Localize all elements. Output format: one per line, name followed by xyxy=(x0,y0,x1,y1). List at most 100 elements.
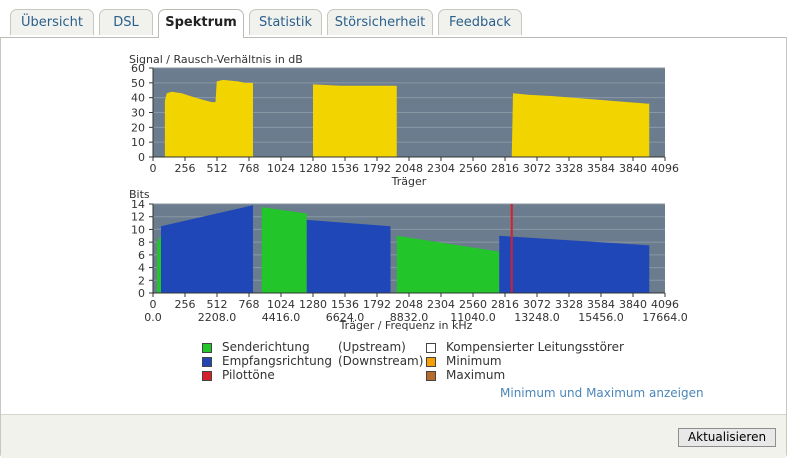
y-tick-label: 0 xyxy=(138,151,145,164)
x-tick-label: 1024 xyxy=(267,298,295,311)
snr-x-label: Träger xyxy=(391,175,427,188)
y-tick-label: 2 xyxy=(138,274,145,287)
tab-bar: Übersicht DSL Spektrum Statistik Störsic… xyxy=(0,0,788,38)
tab-feedback[interactable]: Feedback xyxy=(438,9,522,35)
x-tick-label: 3840 xyxy=(619,298,647,311)
y-tick-label: 30 xyxy=(131,107,145,120)
minimum-swatch xyxy=(426,357,436,367)
x-tick-label: 256 xyxy=(175,162,196,175)
snr-area xyxy=(164,79,650,157)
tab-statistik[interactable]: Statistik xyxy=(249,9,322,35)
x-tick-label: 1792 xyxy=(363,298,391,311)
compensated-swatch xyxy=(426,343,436,353)
y-tick-label: 20 xyxy=(131,121,145,134)
y-tick-label: 8 xyxy=(138,236,145,249)
bits-x-label: Träger / Frequenz in kHz xyxy=(339,319,473,332)
x-tick-label: 2048 xyxy=(395,162,423,175)
footer-bar xyxy=(1,414,786,458)
snr-chart-title: Signal / Rausch-Verhältnis in dB xyxy=(129,53,303,66)
bits-area xyxy=(157,204,650,293)
freq-tick-label: 17664.0 xyxy=(642,311,688,324)
y-tick-label: 60 xyxy=(131,62,145,75)
legend-upstream-label: Senderichtung xyxy=(222,340,310,354)
x-tick-label: 2560 xyxy=(459,162,487,175)
bits-frequency-axis: 0.0 2208.0 4416.0 6624.0 8832.0 11040.0 13248.… xyxy=(144,311,688,324)
tab-stoersicherheit[interactable]: Störsicherheit xyxy=(327,9,433,35)
x-tick-label: 3072 xyxy=(523,162,551,175)
show-min-max-link[interactable]: Minimum und Maximum anzeigen xyxy=(500,386,704,400)
freq-tick-label: 11040.0 xyxy=(450,311,496,324)
x-tick-label: 2304 xyxy=(427,298,455,311)
x-tick-label: 256 xyxy=(175,298,196,311)
maximum-swatch xyxy=(426,371,436,381)
y-tick-label: 12 xyxy=(131,211,145,224)
upstream-bits-segment xyxy=(261,207,307,293)
x-tick-label: 768 xyxy=(239,162,260,175)
spectrum-charts: Signal / Rausch-Verhältnis in dB 0102030… xyxy=(129,53,688,332)
x-tick-label: 512 xyxy=(207,162,228,175)
downstream-bits-segment xyxy=(161,205,253,293)
freq-tick-label: 4416.0 xyxy=(262,311,301,324)
x-tick-label: 768 xyxy=(239,298,260,311)
x-tick-label: 3584 xyxy=(587,162,615,175)
y-tick-label: 10 xyxy=(131,136,145,149)
downstream-swatch xyxy=(202,357,212,367)
x-tick-label: 1280 xyxy=(299,162,327,175)
freq-tick-label: 15456.0 xyxy=(578,311,624,324)
freq-tick-label: 0.0 xyxy=(144,311,162,324)
x-tick-label: 4096 xyxy=(651,298,679,311)
legend-downstream-label: Empfangsrichtung xyxy=(222,354,332,368)
x-tick-label: 3328 xyxy=(555,162,583,175)
tab-uebersicht[interactable]: Übersicht xyxy=(10,9,94,35)
downstream-bits-segment xyxy=(499,235,650,293)
y-tick-label: 10 xyxy=(131,223,145,236)
freq-tick-label: 8832.0 xyxy=(390,311,429,324)
snr-area-segment xyxy=(313,84,397,157)
bits-x-axis: 0 256 512 768 1024 1280 1536 1792 2048 2304 2560 28… xyxy=(150,292,679,311)
snr-area-segment xyxy=(164,79,253,157)
y-tick-label: 14 xyxy=(131,198,145,211)
tab-spektrum[interactable]: Spektrum xyxy=(158,9,244,38)
snr-x-axis: 0 256 512 768 1024 1280 1536 1792 2048 2304 2560 28… xyxy=(150,156,679,175)
legend-pilot-label: Pilottöne xyxy=(222,368,275,382)
x-tick-label: 1536 xyxy=(331,298,359,311)
x-tick-label: 0 xyxy=(150,162,157,175)
freq-tick-label: 13248.0 xyxy=(514,311,560,324)
legend-maximum-label: Maximum xyxy=(446,368,506,382)
refresh-button[interactable]: Aktualisieren xyxy=(678,428,776,447)
downstream-bits-segment xyxy=(306,219,391,293)
bits-chart-title: Bits xyxy=(129,188,150,201)
snr-area-segment xyxy=(511,93,650,157)
upstream-bits-segment xyxy=(396,235,500,293)
x-tick-label: 4096 xyxy=(651,162,679,175)
x-tick-label: 1024 xyxy=(267,162,295,175)
x-tick-label: 1792 xyxy=(363,162,391,175)
freq-tick-label: 2208.0 xyxy=(198,311,237,324)
upstream-bits-segment xyxy=(157,235,161,293)
x-tick-label: 2048 xyxy=(395,298,423,311)
x-tick-label: 2304 xyxy=(427,162,455,175)
x-tick-label: 2816 xyxy=(491,298,519,311)
legend-downstream-dir: (Downstream) xyxy=(338,354,424,368)
x-tick-label: 2816 xyxy=(491,162,519,175)
legend-compensated-label: Kompensierter Leitungsstörer xyxy=(446,340,624,354)
x-tick-label: 3072 xyxy=(523,298,551,311)
x-tick-label: 0 xyxy=(150,298,157,311)
pilot-swatch xyxy=(202,371,212,381)
x-tick-label: 512 xyxy=(207,298,228,311)
legend-upstream-dir: (Upstream) xyxy=(338,340,406,354)
y-tick-label: 40 xyxy=(131,92,145,105)
x-tick-label: 1536 xyxy=(331,162,359,175)
x-tick-label: 1280 xyxy=(299,298,327,311)
y-tick-label: 0 xyxy=(138,287,145,300)
x-tick-label: 3584 xyxy=(587,298,615,311)
y-tick-label: 4 xyxy=(138,262,145,275)
y-tick-label: 6 xyxy=(138,249,145,262)
y-tick-label: 50 xyxy=(131,77,145,90)
x-tick-label: 3328 xyxy=(555,298,583,311)
x-tick-label: 3840 xyxy=(619,162,647,175)
legend-minimum-label: Minimum xyxy=(446,354,502,368)
tab-dsl[interactable]: DSL xyxy=(99,9,153,35)
